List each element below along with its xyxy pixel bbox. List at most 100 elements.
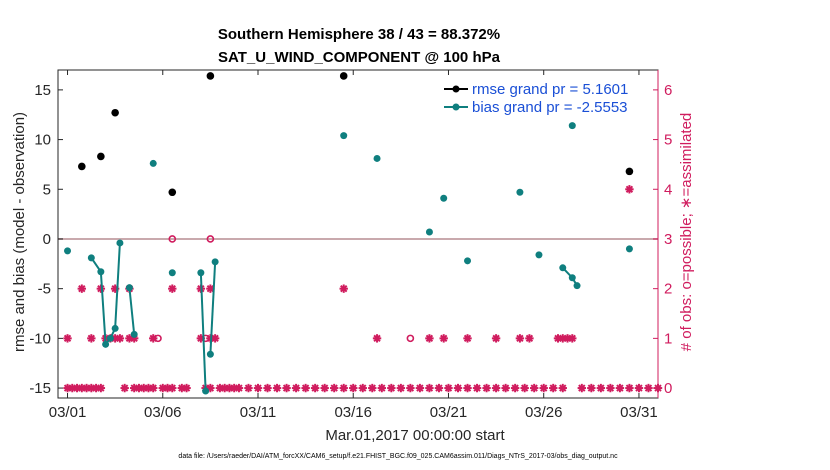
obs-count-markers — [63, 185, 663, 393]
rmse-series — [78, 72, 634, 197]
obs-assimilated-marker — [491, 334, 501, 343]
obs-assimilated-marker — [372, 334, 382, 343]
obs-star-core — [531, 385, 537, 391]
y-right-tick-label: 4 — [664, 181, 672, 198]
obs-star-core — [89, 385, 94, 391]
obs-star-core — [217, 385, 223, 391]
obs-star-core — [589, 385, 594, 391]
obs-possible-marker — [154, 334, 162, 343]
obs-star-core — [579, 385, 585, 391]
obs-star-core — [379, 385, 385, 391]
obs-star-core — [627, 385, 632, 391]
obs-assimilated-marker — [234, 383, 244, 393]
obs-assimilated-marker — [310, 383, 320, 393]
obs-star-core — [136, 385, 142, 391]
legend-rmse-label: rmse grand pr = 5.1601 — [472, 81, 628, 98]
x-axis-ticks: 03/01 03/06 03/11 03/16 03/21 03/26 03/31 — [49, 70, 658, 421]
obs-assimilated-marker — [539, 383, 548, 393]
obs-assimilated-marker — [87, 334, 96, 343]
obs-assimilated-marker — [168, 284, 177, 293]
obs-star-core — [598, 385, 604, 391]
x-tick-label: 03/06 — [144, 404, 182, 421]
obs-star-core — [360, 385, 366, 391]
obs-star-core — [255, 385, 261, 391]
y-right-tick-label: 6 — [664, 82, 672, 99]
y-axis-label: rmse and bias (model - observation) — [11, 112, 28, 352]
obs-assimilated-marker — [253, 383, 263, 393]
obs-assimilated-marker — [349, 383, 358, 393]
obs-star-core — [441, 336, 447, 341]
obs-assimilated-marker — [182, 383, 191, 393]
y-right-axis-label: # of obs: o=possible; ∗=assimilated — [678, 113, 695, 352]
x-tick-label: 03/31 — [620, 404, 658, 421]
obs-assimilated-marker — [301, 383, 310, 393]
rmse-point — [625, 167, 634, 176]
obs-assimilated-marker — [387, 383, 396, 393]
obs-star-core — [503, 385, 508, 391]
obs-assimilated-marker — [434, 383, 444, 393]
obs-star-core — [369, 385, 375, 391]
obs-assimilated-marker — [149, 383, 158, 393]
bias-point — [440, 194, 448, 202]
obs-star-core — [331, 385, 337, 391]
obs-star-core — [465, 336, 470, 341]
obs-star-core — [169, 385, 175, 391]
rmse-point — [97, 152, 105, 161]
obs-assimilated-marker — [463, 383, 472, 393]
obs-star-core — [84, 385, 89, 391]
plot-area — [58, 70, 658, 398]
rmse-point — [339, 72, 348, 80]
bias-point — [64, 247, 72, 255]
obs-star-core — [265, 385, 270, 391]
y-right-axis-ticks: 0 1 2 3 4 5 6 — [653, 82, 672, 397]
obs-star-core — [322, 385, 327, 391]
obs-assimilated-marker — [329, 383, 339, 393]
y-tick-label: 5 — [43, 181, 51, 198]
obs-star-core — [150, 385, 156, 391]
obs-star-core — [303, 385, 308, 391]
obs-assimilated-marker — [625, 185, 634, 194]
obs-assimilated-marker — [644, 383, 653, 393]
obs-star-core — [550, 385, 556, 391]
obs-assimilated-marker — [210, 334, 220, 343]
bias-point — [116, 239, 124, 247]
chart-subtitle: SAT_U_WIND_COMPONENT @ 100 hPa — [218, 49, 501, 66]
y-right-tick-label: 5 — [664, 132, 672, 149]
bias-point — [573, 282, 581, 290]
obs-star-core — [65, 336, 70, 341]
bias-series — [64, 122, 633, 395]
obs-star-core — [455, 385, 461, 391]
axes — [57, 69, 659, 399]
obs-assimilated-marker — [439, 334, 448, 343]
obs-assimilated-marker — [263, 383, 272, 393]
obs-assimilated-marker — [244, 383, 253, 393]
legend: rmse grand pr = 5.1601 bias grand pr = -… — [444, 81, 628, 116]
x-tick-label: 03/11 — [240, 404, 276, 421]
obs-star-core — [65, 385, 70, 391]
obs-star-core — [417, 385, 423, 391]
obs-star-core — [222, 385, 227, 391]
obs-star-core — [541, 385, 547, 391]
obs-star-core — [131, 385, 137, 391]
bias-point — [125, 284, 133, 292]
obs-assimilated-marker — [501, 383, 510, 393]
y-right-tick-label: 2 — [664, 281, 672, 298]
obs-star-core — [79, 385, 85, 391]
obs-assimilated-marker — [568, 334, 577, 343]
obs-star-core — [608, 385, 613, 391]
obs-assimilated-marker — [577, 383, 587, 393]
obs-star-core — [374, 336, 380, 341]
obs-assimilated-marker — [510, 383, 520, 393]
obs-star-core — [184, 385, 189, 391]
bias-point — [535, 251, 543, 259]
obs-assimilated-marker — [63, 334, 72, 343]
obs-assimilated-marker — [444, 383, 453, 393]
obs-assimilated-marker — [368, 383, 377, 393]
obs-assimilated-marker — [377, 383, 387, 393]
obs-star-core — [636, 385, 642, 391]
obs-assimilated-marker — [463, 334, 472, 343]
bias-point — [130, 330, 138, 338]
obs-star-core — [293, 385, 299, 391]
obs-star-core — [89, 336, 94, 341]
